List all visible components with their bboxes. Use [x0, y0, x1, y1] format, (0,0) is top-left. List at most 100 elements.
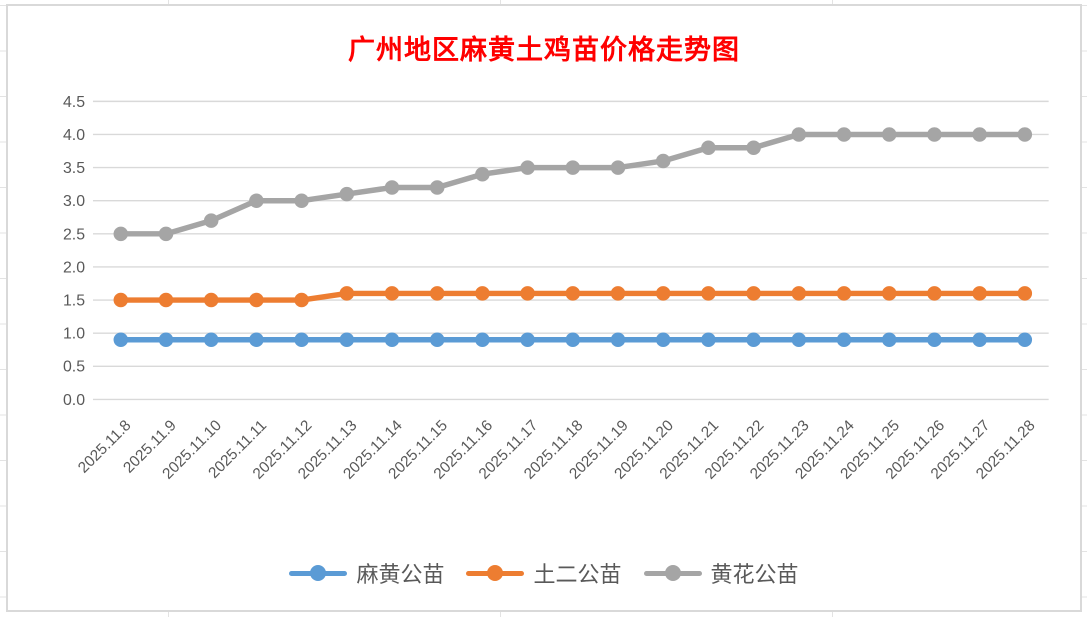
x-axis-tick-label: 2025.11.22: [702, 417, 768, 483]
data-point: [158, 226, 174, 242]
data-point: [203, 332, 219, 348]
data-point: [972, 332, 987, 348]
x-axis-tick-label: 2025.11.12: [250, 417, 316, 483]
data-point: [701, 286, 716, 301]
data-point: [1017, 286, 1033, 301]
data-point: [927, 127, 942, 142]
data-point: [203, 213, 219, 228]
data-point: [384, 180, 400, 195]
data-point: [701, 332, 716, 348]
data-point: [791, 127, 807, 142]
data-point: [520, 332, 535, 348]
data-point: [384, 286, 400, 301]
x-axis-tick-label: 2025.11.8: [75, 417, 135, 477]
data-point: [203, 292, 219, 308]
data-point: [701, 140, 716, 155]
data-point: [610, 160, 626, 175]
x-axis-tick-label: 2025.11.28: [973, 417, 1039, 483]
data-point: [429, 332, 445, 348]
y-axis-tick-label: 2.5: [63, 226, 85, 243]
y-axis-tick-label: 3.0: [63, 193, 85, 210]
plot-svg: 0.00.51.01.52.02.53.03.54.04.52025.11.82…: [63, 94, 1049, 483]
data-point: [339, 286, 355, 301]
series-line: [118, 131, 1028, 237]
data-point: [113, 332, 129, 348]
legend-item-3[interactable]: 黄花公苗: [643, 557, 799, 589]
data-point: [339, 186, 355, 202]
data-point: [655, 153, 671, 169]
legend-line-marker-icon: [643, 565, 702, 581]
x-axis-tick-label: 2025.11.10: [159, 417, 225, 483]
data-point: [972, 286, 987, 301]
data-point: [520, 160, 535, 175]
legend-line-marker-icon: [289, 565, 348, 581]
x-axis-tick-label: 2025.11.11: [205, 417, 270, 482]
y-axis-tick-label: 0.5: [63, 359, 85, 376]
legend-label: 黄花公苗: [710, 563, 799, 588]
data-point: [294, 193, 309, 208]
x-axis-tick-label: 2025.11.9: [120, 417, 180, 477]
data-point: [520, 286, 535, 301]
legend-line-marker-icon: [466, 565, 525, 581]
data-point: [746, 332, 761, 348]
data-point: [113, 292, 129, 308]
data-point: [565, 332, 581, 348]
y-axis-tick-label: 1.0: [63, 326, 85, 343]
x-axis-tick-label: 2025.11.15: [385, 417, 451, 483]
legend-label: 土二公苗: [533, 563, 622, 588]
data-point: [294, 292, 309, 308]
x-axis-tick-label: 2025.11.23: [747, 417, 813, 483]
y-axis-tick-label: 0.0: [63, 392, 85, 409]
data-point: [384, 332, 400, 348]
data-point: [565, 160, 581, 175]
x-axis-tick-label: 2025.11.16: [431, 417, 497, 483]
series-line: [118, 290, 1028, 303]
data-point: [429, 180, 445, 195]
data-point: [249, 193, 264, 208]
data-point: [249, 292, 264, 308]
data-point: [791, 286, 807, 301]
legend-item-2[interactable]: 土二公苗: [466, 557, 622, 589]
x-axis-tick-label: 2025.11.26: [883, 417, 949, 483]
x-axis-tick-label: 2025.11.24: [792, 417, 858, 483]
legend-label: 麻黄公苗: [356, 563, 445, 588]
data-point: [158, 292, 174, 308]
y-axis-tick-label: 1.5: [63, 293, 85, 310]
data-point: [1017, 332, 1033, 348]
data-point: [339, 332, 355, 348]
data-point: [294, 332, 309, 348]
legend-item-1[interactable]: 麻黄公苗: [289, 557, 444, 589]
x-axis-tick-label: 2025.11.20: [611, 417, 677, 483]
y-axis-tick-label: 3.5: [63, 160, 85, 177]
y-axis-tick-label: 2.0: [63, 259, 85, 276]
chart-area[interactable]: 0.0 0.5 1.0 1.5 2.0 2.5 3.0 3.5 4.0 4.5 2025.11.8 2…: [6, 4, 1082, 612]
data-point: [972, 127, 987, 142]
data-point: [881, 127, 897, 142]
data-point: [1017, 127, 1033, 142]
data-point: [881, 286, 897, 301]
chart-legend: 麻黄公苗 土二公苗 黄花公苗: [8, 556, 1080, 590]
y-axis-tick-label: 4.5: [63, 94, 85, 111]
x-axis-tick-label: 2025.11.21: [657, 417, 723, 483]
data-point: [927, 332, 942, 348]
data-point: [836, 332, 852, 348]
data-point: [429, 286, 445, 301]
chart-title: 广州地区麻黄土鸡苗价格走势图: [348, 35, 740, 66]
data-point: [475, 286, 490, 301]
data-point: [791, 332, 807, 348]
x-axis-tick-label: 2025.11.13: [295, 417, 361, 483]
x-axis-tick-label: 2025.11.19: [566, 417, 632, 483]
data-point: [610, 332, 626, 348]
data-point: [836, 127, 852, 142]
data-point: [565, 286, 581, 301]
data-point: [655, 286, 671, 301]
data-point: [113, 226, 129, 242]
x-axis-tick-label: 2025.11.25: [837, 417, 903, 483]
data-point: [836, 286, 852, 301]
data-point: [746, 140, 761, 155]
data-point: [249, 332, 264, 348]
data-point: [927, 286, 942, 301]
x-axis-tick-label: 2025.11.14: [340, 417, 406, 483]
data-point: [610, 286, 626, 301]
data-point: [475, 332, 490, 348]
